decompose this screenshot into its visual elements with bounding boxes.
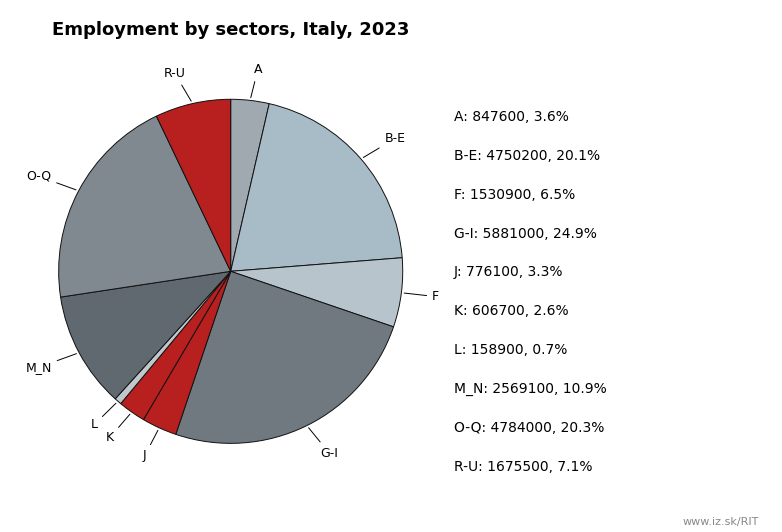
Text: F: F (404, 290, 439, 303)
Title: Employment by sectors, Italy, 2023: Employment by sectors, Italy, 2023 (52, 21, 410, 39)
Text: M_N: 2569100, 10.9%: M_N: 2569100, 10.9% (454, 382, 606, 396)
Wedge shape (176, 271, 393, 443)
Wedge shape (59, 116, 231, 297)
Text: L: L (91, 403, 116, 431)
Text: www.iz.sk/RIT: www.iz.sk/RIT (682, 517, 759, 527)
Text: B-E: B-E (364, 132, 405, 157)
Text: F: 1530900, 6.5%: F: 1530900, 6.5% (454, 188, 575, 202)
Text: J: J (143, 430, 158, 462)
Wedge shape (143, 271, 231, 434)
Text: B-E: 4750200, 20.1%: B-E: 4750200, 20.1% (454, 149, 600, 163)
Wedge shape (156, 99, 231, 271)
Text: K: 606700, 2.6%: K: 606700, 2.6% (454, 304, 569, 318)
Text: K: K (106, 414, 130, 444)
Text: O-Q: 4784000, 20.3%: O-Q: 4784000, 20.3% (454, 421, 604, 435)
Text: R-U: R-U (164, 67, 191, 101)
Text: G-I: G-I (309, 428, 339, 460)
Wedge shape (120, 271, 231, 420)
Text: L: 158900, 0.7%: L: 158900, 0.7% (454, 343, 567, 357)
Text: M_N: M_N (26, 354, 77, 374)
Text: A: A (251, 63, 262, 98)
Wedge shape (231, 99, 269, 271)
Wedge shape (115, 271, 231, 404)
Text: R-U: 1675500, 7.1%: R-U: 1675500, 7.1% (454, 460, 592, 473)
Text: G-I: 5881000, 24.9%: G-I: 5881000, 24.9% (454, 227, 597, 240)
Wedge shape (231, 104, 402, 271)
Text: J: 776100, 3.3%: J: 776100, 3.3% (454, 265, 563, 279)
Text: A: 847600, 3.6%: A: 847600, 3.6% (454, 110, 569, 124)
Wedge shape (60, 271, 231, 399)
Text: O-Q: O-Q (26, 170, 76, 190)
Wedge shape (231, 257, 403, 327)
